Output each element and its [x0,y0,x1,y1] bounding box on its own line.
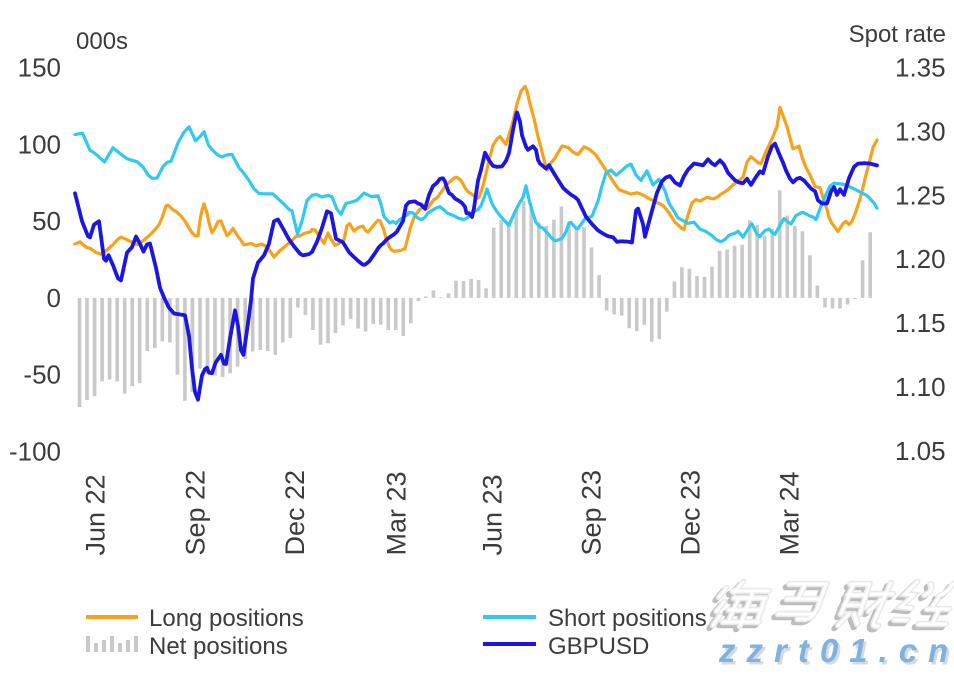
svg-text:1.05: 1.05 [895,436,946,466]
svg-text:Net positions: Net positions [149,633,288,660]
svg-text:100: 100 [18,129,61,159]
svg-text:000s: 000s [76,28,128,55]
svg-text:1.35: 1.35 [895,53,946,83]
svg-text:1.25: 1.25 [895,180,946,210]
svg-text:Dec 22: Dec 22 [280,470,310,556]
svg-text:Jun 23: Jun 23 [478,474,508,555]
svg-text:Mar 23: Mar 23 [382,471,412,555]
svg-text:-50: -50 [23,360,61,390]
svg-text:1.15: 1.15 [895,308,946,338]
svg-text:Spot rate: Spot rate [849,21,946,48]
svg-text:150: 150 [18,53,61,83]
svg-text:-100: -100 [9,437,61,467]
svg-text:50: 50 [32,206,61,236]
svg-text:zzrt01.cn: zzrt01.cn [718,632,954,669]
svg-text:1.10: 1.10 [895,372,946,402]
svg-text:Sep 23: Sep 23 [577,470,607,556]
svg-text:Long positions: Long positions [149,605,304,632]
svg-text:1.20: 1.20 [895,244,946,274]
svg-text:Mar 24: Mar 24 [775,471,805,555]
svg-text:Short positions: Short positions [548,605,707,632]
svg-text:0: 0 [47,283,61,313]
svg-text:Sep 22: Sep 22 [181,470,211,556]
svg-text:GBPUSD: GBPUSD [548,633,649,660]
svg-text:Dec 23: Dec 23 [676,470,706,556]
svg-text:1.30: 1.30 [895,116,946,146]
svg-text:Jun 22: Jun 22 [81,474,111,555]
